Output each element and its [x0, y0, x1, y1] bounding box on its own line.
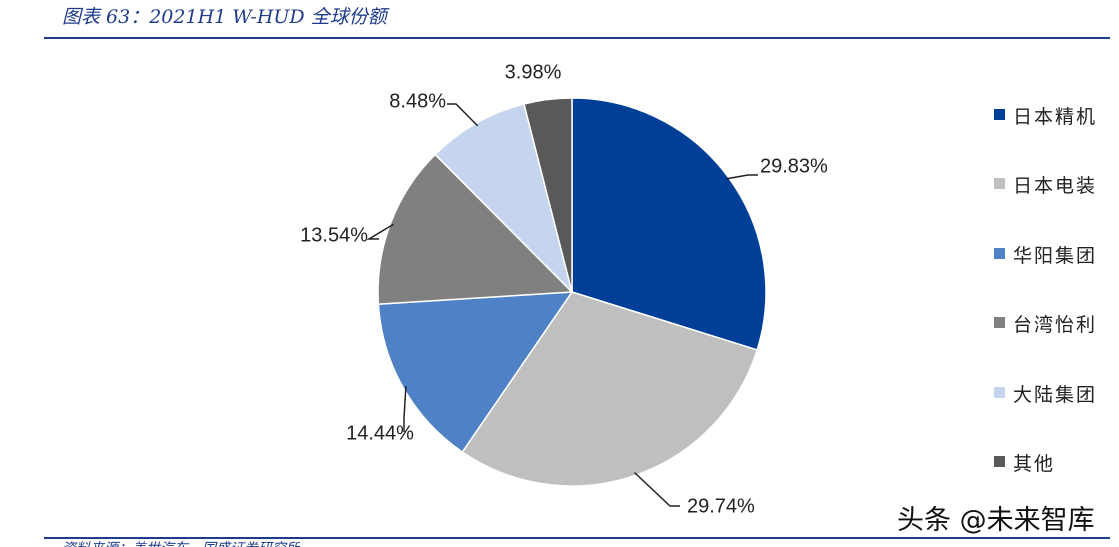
- legend-label-3: 台湾怡利: [1013, 314, 1098, 337]
- legend-swatch-1: [994, 178, 1005, 190]
- leader-line-1: [633, 471, 680, 507]
- watermark: 头条 @未来智库: [897, 505, 1095, 536]
- data-label-1: 29.74%: [687, 495, 755, 517]
- data-label-4: 8.48%: [389, 90, 446, 112]
- legend-swatch-5: [994, 456, 1005, 467]
- top-divider: [44, 37, 1110, 39]
- leader-line-0: [725, 174, 758, 180]
- legend-label-0: 日本精机: [1013, 106, 1098, 128]
- data-label-5: 3.98%: [505, 61, 562, 83]
- pie-slice-2: [377, 291, 574, 454]
- legend-label-2: 华阳集团: [1013, 244, 1098, 267]
- pie-slice-0: [571, 97, 767, 351]
- legend-swatch-4: [994, 386, 1005, 398]
- legend-swatch-3: [994, 317, 1005, 329]
- leader-line-3: [366, 223, 394, 240]
- leader-line-2: [403, 386, 407, 432]
- legend-label-4: 大陆集团: [1013, 383, 1098, 406]
- pie-slice-4: [434, 103, 574, 295]
- pie-slice-1: [461, 291, 759, 487]
- figure-title: 图表 63：2021H1 W-HUD 全球份额: [62, 6, 387, 28]
- leader-line-4: [447, 103, 479, 127]
- legend-swatch-2: [994, 247, 1005, 259]
- bottom-divider: [44, 537, 1110, 539]
- pie-slice-5: [523, 97, 573, 293]
- pie-slice-3: [377, 153, 574, 305]
- data-label-3: 13.54%: [300, 224, 368, 246]
- legend-swatch-0: [994, 109, 1005, 120]
- figure-source: 资料来源：盖世汽车，国盛证券研究所: [62, 538, 300, 547]
- data-label-2: 14.44%: [346, 422, 414, 444]
- legend-label-5: 其他: [1013, 453, 1056, 475]
- data-label-0: 29.83%: [760, 155, 828, 177]
- legend-label-1: 日本电装: [1013, 175, 1098, 198]
